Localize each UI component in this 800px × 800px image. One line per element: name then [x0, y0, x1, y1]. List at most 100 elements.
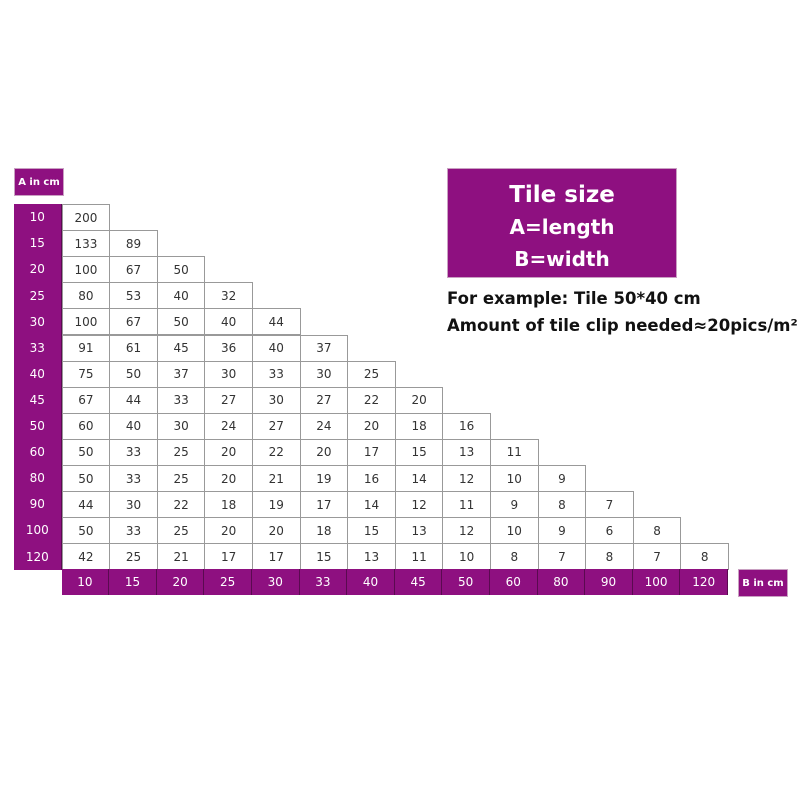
table-cell: 20 [347, 412, 396, 440]
a-value-cell: 20 [14, 256, 62, 283]
table-cell: 8 [585, 543, 634, 571]
table-cell: 11 [394, 543, 444, 571]
table-cell: 10 [490, 465, 539, 493]
table-cell: 15 [347, 517, 396, 545]
table-cell: 27 [204, 386, 253, 414]
table-cell: 25 [156, 438, 206, 466]
table-cell: 44 [61, 491, 111, 519]
table-cell: 37 [156, 360, 206, 388]
table-cell: 50 [61, 465, 111, 493]
table-cell: 8 [537, 491, 587, 519]
table-cell: 17 [204, 543, 253, 571]
table-cell: 67 [109, 256, 158, 284]
table-cell: 10 [490, 517, 539, 545]
table-cell: 18 [204, 491, 253, 519]
tile-size-box: Tile size A=length B=width [447, 168, 677, 278]
table-cell: 36 [204, 334, 253, 362]
table-cell: 17 [347, 438, 396, 466]
table-cell: 42 [61, 543, 111, 571]
table-cell: 53 [109, 282, 158, 310]
a-value-cell: 100 [14, 517, 62, 544]
table-cell: 18 [394, 412, 444, 440]
b-value-cell: 80 [537, 569, 586, 596]
table-cell: 24 [299, 412, 349, 440]
table-cell: 22 [347, 386, 396, 414]
table-cell: 25 [156, 517, 206, 545]
table-cell: 9 [537, 517, 587, 545]
table-cell: 20 [299, 438, 349, 466]
table-cell: 89 [109, 230, 158, 258]
table-cell: 21 [156, 543, 206, 571]
table-cell: 91 [61, 334, 111, 362]
a-value-cell: 90 [14, 491, 62, 518]
table-cell: 19 [299, 465, 349, 493]
table-cell: 133 [61, 230, 111, 258]
table-cell: 40 [252, 334, 301, 362]
b-value-cell: 15 [109, 569, 157, 596]
a-value-cell: 45 [14, 386, 62, 414]
table-cell: 30 [299, 360, 349, 388]
table-cell: 45 [156, 334, 206, 362]
table-cell: 10 [442, 543, 491, 571]
table-cell: 27 [299, 386, 349, 414]
table-cell: 12 [442, 465, 491, 493]
table-cell: 80 [61, 282, 111, 310]
table-cell: 200 [61, 204, 111, 232]
table-cell: 75 [61, 360, 111, 388]
table-cell: 50 [156, 308, 206, 336]
table-cell: 14 [394, 465, 444, 493]
b-value-cell: 10 [61, 569, 110, 596]
b-value-cell: 20 [156, 569, 205, 596]
table-cell: 67 [109, 308, 158, 336]
table-cell: 30 [156, 412, 206, 440]
table-cell: 7 [585, 491, 634, 519]
table-cell: 15 [394, 438, 444, 466]
table-cell: 12 [442, 517, 491, 545]
table-cell: 100 [61, 256, 111, 284]
a-value-cell: 33 [14, 334, 62, 362]
table-cell: 32 [204, 282, 253, 310]
a-axis-label: A in cm [14, 168, 64, 196]
table-cell: 22 [156, 491, 206, 519]
table-cell: 11 [490, 438, 539, 466]
table-cell: 30 [252, 386, 301, 414]
table-cell: 20 [252, 517, 301, 545]
table-cell: 25 [347, 360, 396, 388]
table-cell: 50 [61, 438, 111, 466]
table-cell: 15 [299, 543, 349, 571]
table-cell: 18 [299, 517, 349, 545]
a-value-cell: 80 [14, 465, 62, 492]
title: Tile size [509, 182, 615, 208]
table-cell: 100 [61, 308, 111, 336]
table-cell: 22 [252, 438, 301, 466]
table-cell: 67 [61, 386, 111, 414]
table-cell: 17 [299, 491, 349, 519]
table-cell: 50 [61, 517, 111, 545]
table-cell: 40 [156, 282, 206, 310]
table-cell: 8 [632, 517, 682, 545]
table-cell: 8 [490, 543, 539, 571]
table-cell: 20 [394, 386, 444, 414]
table-cell: 11 [442, 491, 491, 519]
table-cell: 40 [109, 412, 158, 440]
amount-text: Amount of tile clip needed≈20pics/m² [447, 316, 798, 335]
b-value-cell: 120 [680, 569, 728, 596]
example-text: For example: Tile 50*40 cm [447, 289, 701, 308]
width-definition: B=width [514, 247, 610, 271]
table-cell: 50 [109, 360, 158, 388]
table-cell: 40 [204, 308, 253, 336]
table-cell: 19 [252, 491, 301, 519]
b-value-cell: 60 [490, 569, 538, 596]
length-definition: A=length [509, 215, 615, 239]
table-cell: 33 [109, 517, 158, 545]
table-cell: 60 [61, 412, 111, 440]
b-value-cell: 50 [442, 569, 490, 596]
a-value-cell: 60 [14, 438, 62, 466]
a-value-cell: 25 [14, 282, 62, 309]
a-value-cell: 10 [14, 204, 62, 231]
table-cell: 30 [204, 360, 253, 388]
table-cell: 20 [204, 465, 253, 493]
table-cell: 33 [109, 438, 158, 466]
b-value-cell: 100 [632, 569, 681, 596]
table-cell: 7 [632, 543, 682, 571]
